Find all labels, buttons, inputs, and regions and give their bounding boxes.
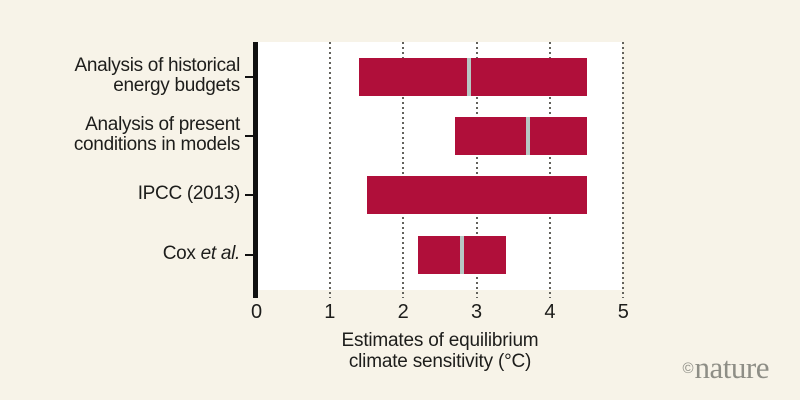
gridline-x-5 xyxy=(622,42,625,298)
x-axis-title: Estimates of equilibrium climate sensiti… xyxy=(258,330,622,372)
gridline-x-4 xyxy=(548,42,551,298)
x-tick-label-4: 4 xyxy=(544,301,556,323)
gridline-x-2 xyxy=(402,42,405,298)
range-bar xyxy=(359,58,587,96)
y-axis-line xyxy=(253,42,258,298)
x-axis-title-line-1: Estimates of equilibrium xyxy=(341,330,539,351)
category-label-line: Cox et al. xyxy=(162,242,241,264)
nature-logo: © nature xyxy=(682,352,769,383)
category-label-line: conditions in models xyxy=(73,134,240,155)
category-label-line: energy budgets xyxy=(113,75,240,96)
x-axis-title-line-2: climate sensitivity (°C) xyxy=(348,351,532,372)
x-tick-label-5: 5 xyxy=(617,301,629,323)
category-label: Analysis of historical energy budgets xyxy=(10,56,240,96)
range-bar xyxy=(454,117,587,155)
category-label: Analysis of present conditions in models xyxy=(10,115,240,155)
category-label-line: Analysis of present xyxy=(85,114,240,135)
category-tick xyxy=(245,76,254,78)
x-tick-label-2: 2 xyxy=(397,301,409,323)
x-tick-label-3: 3 xyxy=(470,301,483,323)
best-estimate-marker xyxy=(459,235,464,274)
category-label: Cox et al. xyxy=(10,242,241,264)
category-label: IPCC (2013) xyxy=(10,183,241,204)
x-tick-label-0: 0 xyxy=(250,301,263,323)
category-label-line: IPCC (2013) xyxy=(137,183,241,204)
best-estimate-marker xyxy=(467,58,472,96)
best-estimate-marker xyxy=(525,117,530,155)
category-tick xyxy=(245,253,254,256)
range-bar xyxy=(366,176,587,214)
category-label-line: Analysis of historical xyxy=(74,55,240,76)
category-tick xyxy=(245,135,254,137)
category-tick xyxy=(245,194,254,196)
x-tick-label-1: 1 xyxy=(324,301,336,323)
copyright-icon: © xyxy=(682,360,694,377)
gridline-x-1 xyxy=(328,42,331,298)
nature-wordmark: nature xyxy=(694,350,770,385)
gridline-x-3 xyxy=(475,42,478,298)
